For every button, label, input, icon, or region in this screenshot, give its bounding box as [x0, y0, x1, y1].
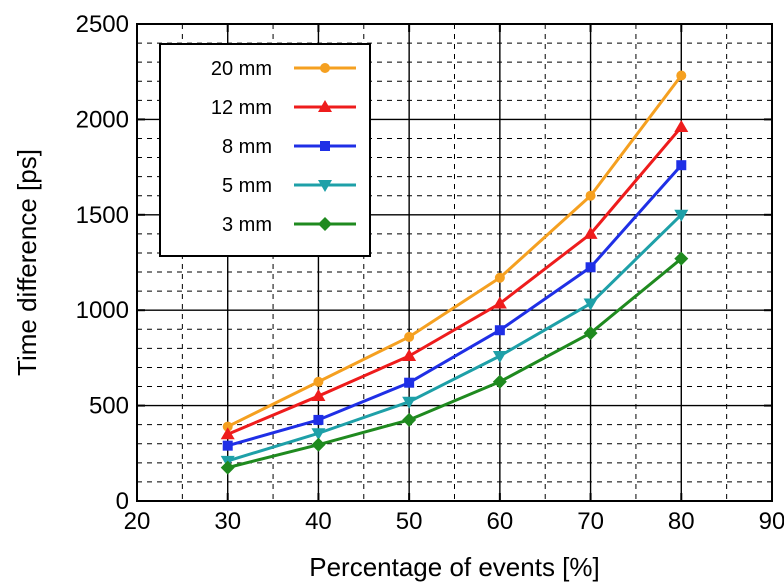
y-tick-label: 2000: [76, 106, 129, 133]
x-tick-label: 20: [124, 508, 151, 535]
legend-item: 12 mm: [211, 97, 356, 119]
data-point: [583, 298, 598, 311]
legend-label: 3 mm: [222, 214, 272, 236]
data-point: [676, 160, 687, 171]
data-point: [583, 226, 598, 239]
x-tick-label: 70: [577, 508, 604, 535]
data-point: [583, 326, 598, 341]
legend-item: 8 mm: [222, 136, 356, 158]
data-point: [313, 414, 324, 425]
legend-marker: [318, 100, 332, 112]
legend-label: 20 mm: [211, 58, 272, 80]
data-point: [494, 325, 505, 336]
data-point: [674, 251, 689, 266]
series-line: [227, 74, 683, 428]
data-point: [492, 350, 507, 363]
series-20-mm: [222, 70, 687, 432]
legend-marker: [320, 63, 330, 73]
x-tick-label: 50: [396, 508, 423, 535]
y-tick-label: 500: [89, 393, 129, 420]
x-tick-label: 60: [487, 508, 514, 535]
legend-label: 8 mm: [222, 136, 272, 158]
data-point: [311, 428, 326, 441]
data-point: [404, 331, 415, 342]
series-8-mm: [222, 160, 687, 451]
series-3-mm: [220, 251, 689, 475]
series-line: [227, 164, 683, 448]
legend: 20 mm 12 mm 8 mm 5 mm 3 mm: [159, 43, 371, 257]
data-point: [492, 374, 507, 389]
data-point: [313, 376, 324, 387]
y-tick-label: 2500: [76, 11, 129, 38]
data-point: [402, 396, 417, 409]
data-point: [585, 190, 596, 201]
x-tick-label: 40: [305, 508, 332, 535]
x-tick-label: 80: [668, 508, 695, 535]
data-point: [674, 120, 689, 133]
legend-item: 20 mm: [211, 58, 356, 80]
data-point: [222, 421, 233, 432]
series-layer: [220, 70, 689, 475]
series-line: [227, 126, 683, 436]
data-point: [402, 348, 417, 361]
legend-item: 3 mm: [222, 214, 356, 236]
data-point: [585, 262, 596, 273]
legend-marker: [318, 217, 332, 231]
legend-label: 12 mm: [211, 97, 272, 119]
axis-ticks: [136, 23, 773, 502]
y-axis-label: Time difference [ps]: [12, 149, 42, 376]
legend-marker: [320, 141, 330, 151]
data-point: [404, 377, 415, 388]
data-point: [222, 440, 233, 451]
legend-item: 5 mm: [222, 175, 356, 197]
y-tick-label: 0: [116, 488, 129, 515]
data-point: [494, 272, 505, 283]
x-tick-label: 30: [214, 508, 241, 535]
legend-label: 5 mm: [222, 175, 272, 197]
data-point: [492, 296, 507, 309]
data-point: [220, 460, 235, 475]
legend-marker: [318, 180, 332, 192]
data-point: [676, 70, 687, 81]
legend-box: [159, 43, 371, 257]
y-tick-label: 1500: [76, 202, 129, 229]
data-point: [402, 412, 417, 427]
data-point: [311, 389, 326, 402]
x-tick-label: 90: [759, 508, 784, 535]
y-tick-label: 1000: [76, 297, 129, 324]
series-12-mm: [220, 120, 689, 440]
plot-frame: [136, 23, 773, 502]
x-axis-label: Percentage of events [%]: [309, 552, 600, 582]
data-point: [220, 427, 235, 440]
series-line: [227, 213, 683, 463]
data-point: [674, 209, 689, 222]
data-point: [311, 437, 326, 452]
tick-labels: 20 30 40 50 60 70 80 90 0 500 1000 1500 2000 2500: [76, 11, 784, 535]
series-line: [227, 257, 683, 470]
